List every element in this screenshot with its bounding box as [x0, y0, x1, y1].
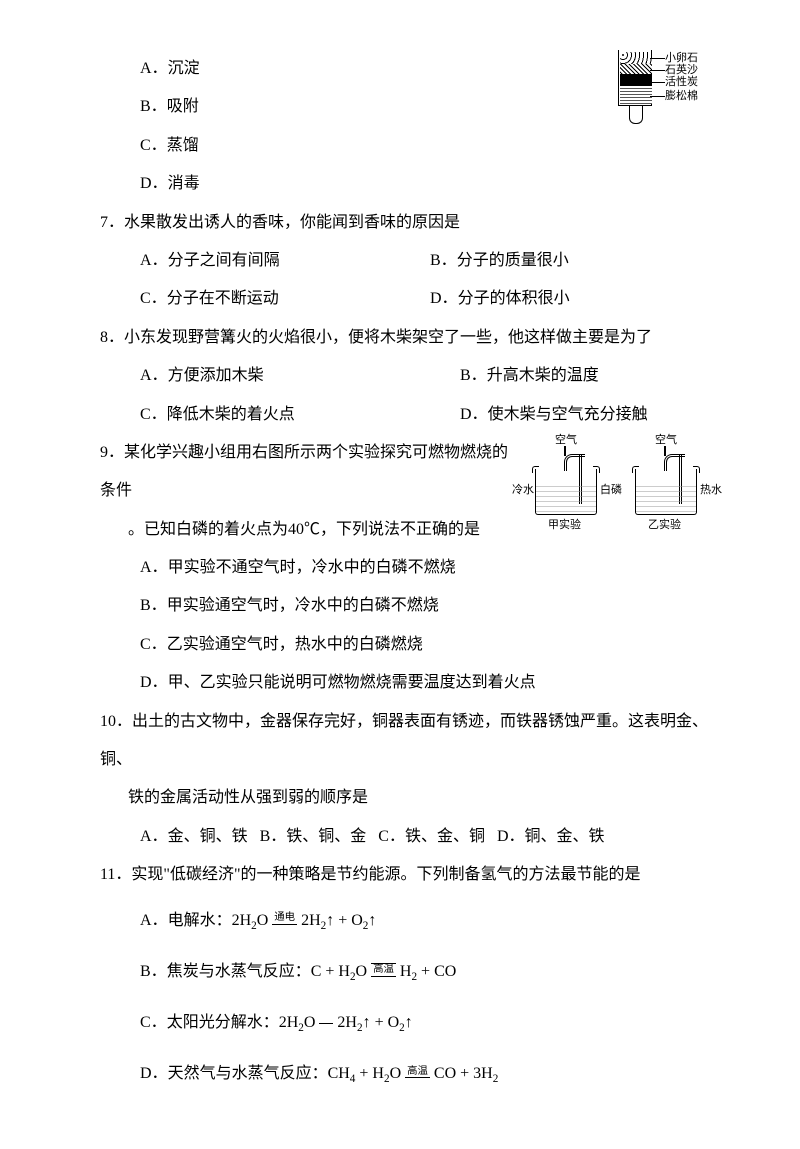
- option-text: 分子的质量很小: [457, 252, 569, 269]
- option-text: 甲实验不通空气时，冷水中的白磷不燃烧: [168, 559, 456, 576]
- q9-option-c: C．乙实验通空气时，热水中的白磷燃烧: [100, 626, 720, 664]
- option-text: 消毒: [168, 175, 200, 192]
- option-text: 天然气与水蒸气反应：CH: [168, 1065, 350, 1082]
- filter-diagram: 小卵石 石英沙 活性炭 膨松棉: [610, 50, 720, 130]
- q7-option-a: A．分子之间有间隔: [140, 242, 430, 280]
- q7-option-b: B．分子的质量很小: [430, 242, 720, 280]
- question-10: 10．出土的古文物中，金器保存完好，铜器表面有锈迹，而铁器锈蚀严重。这表明金、铜…: [100, 703, 720, 780]
- option-text: 方便添加木柴: [168, 367, 264, 384]
- option-text: 铁、铜、金: [286, 828, 366, 845]
- question-11: 11．实现"低碳经济"的一种策略是节约能源。下列制备氢气的方法最节能的是: [100, 856, 720, 894]
- q7-option-c: C．分子在不断运动: [140, 280, 430, 318]
- filter-neck: [629, 105, 643, 124]
- q11-option-c: C．太阳光分解水：2H2O 2H2↑ + O2↑: [100, 997, 720, 1048]
- q9-option-d: D．甲、乙实验只能说明可燃物燃烧需要温度达到着火点: [100, 664, 720, 702]
- question-number: 11．: [100, 866, 131, 883]
- q9-option-a: A．甲实验不通空气时，冷水中的白磷不燃烧: [100, 549, 720, 587]
- option-text: 铁、金、铜: [405, 828, 485, 845]
- filter-layer-cotton: [620, 86, 652, 104]
- question-text-line2: 铁的金属活动性从强到弱的顺序是: [100, 779, 720, 817]
- filter-layer-carbon: [620, 74, 652, 86]
- question-text: 实现"低碳经济"的一种策略是节约能源。下列制备氢气的方法最节能的是: [131, 866, 640, 883]
- q10-option-c: C．铁、金、铜: [378, 818, 485, 856]
- option-text: 升高木柴的温度: [487, 367, 599, 384]
- condition: 通电: [272, 913, 297, 924]
- q11-option-d: D．天然气与水蒸气反应：CH4 + H2O 高温 CO + 3H2: [100, 1048, 720, 1099]
- q8-option-b: B．升高木柴的温度: [400, 357, 720, 395]
- option-text: 甲实验通空气时，冷水中的白磷不燃烧: [167, 597, 439, 614]
- option-text: 分子之间有间隔: [168, 252, 280, 269]
- option-text: 金、铜、铁: [168, 828, 248, 845]
- question-text-line1: 某化学兴趣小组用右图所示两个实验探究可燃物燃烧的条件: [100, 444, 508, 499]
- condition-line: [319, 1023, 333, 1024]
- option-text: 电解水：2H: [168, 912, 252, 929]
- option-text: 蒸馏: [167, 137, 199, 154]
- label-line: [650, 70, 665, 71]
- option-text: 甲、乙实验只能说明可燃物燃烧需要温度达到着火点: [168, 674, 536, 691]
- q9-option-b: B．甲实验通空气时，冷水中的白磷不燃烧: [100, 587, 720, 625]
- question-9: 9．某化学兴趣小组用右图所示两个实验探究可燃物燃烧的条件: [100, 434, 720, 511]
- option-text: 降低木柴的着火点: [167, 406, 295, 423]
- q6-option-d: D．消毒: [100, 165, 720, 203]
- question-text-line1: 出土的古文物中，金器保存完好，铜器表面有锈迹，而铁器锈蚀严重。这表明金、铜、: [100, 713, 708, 768]
- filter-layer-quartz: [620, 64, 652, 74]
- question-number: 9．: [100, 444, 124, 461]
- q10-option-d: D．铜、金、铁: [497, 818, 605, 856]
- question-7: 7．水果散发出诱人的香味，你能闻到香味的原因是: [100, 204, 720, 242]
- q6-option-c: C．蒸馏: [100, 127, 720, 165]
- q10-option-a: A．金、铜、铁: [140, 818, 248, 856]
- condition: 高温: [405, 1067, 430, 1078]
- option-text: 分子在不断运动: [167, 290, 279, 307]
- option-text: 焦炭与水蒸气反应：C + H: [167, 963, 350, 980]
- exp-a-label: 甲实验: [548, 519, 581, 532]
- condition: 高温: [371, 963, 396, 977]
- option-text: 分子的体积很小: [458, 290, 570, 307]
- question-8: 8．小东发现野营篝火的火焰很小，便将木柴架空了一些，他这样做主要是为了: [100, 319, 720, 357]
- option-text: 太阳光分解水：2H: [167, 1014, 299, 1031]
- label-line: [650, 96, 665, 97]
- option-text: 乙实验通空气时，热水中的白磷燃烧: [167, 636, 423, 653]
- q11-option-b: B．焦炭与水蒸气反应：C + H2O 高温 H2 + CO: [100, 946, 720, 997]
- question-text: 水果散发出诱人的香味，你能闻到香味的原因是: [124, 214, 460, 231]
- option-text: 沉淀: [168, 60, 200, 77]
- option-text: 铜、金、铁: [525, 828, 605, 845]
- q8-option-a: A．方便添加木柴: [140, 357, 400, 395]
- option-text: 吸附: [167, 98, 199, 115]
- question-number: 8．: [100, 329, 124, 346]
- question-text: 小东发现野营篝火的火焰很小，便将木柴架空了一些，他这样做主要是为了: [124, 329, 652, 346]
- question-number: 10．: [100, 713, 132, 730]
- label-line: [650, 58, 665, 59]
- question-number: 7．: [100, 214, 124, 231]
- filter-label-3: 活性炭: [665, 76, 698, 89]
- q10-options: A．金、铜、铁 B．铁、铜、金 C．铁、金、铜 D．铜、金、铁: [100, 818, 720, 856]
- q8-option-c: C．降低木柴的着火点: [140, 396, 400, 434]
- q8-option-d: D．使木柴与空气充分接触: [400, 396, 720, 434]
- option-text: 使木柴与空气充分接触: [488, 406, 648, 423]
- q10-option-b: B．铁、铜、金: [260, 818, 367, 856]
- label-line: [650, 82, 665, 83]
- filter-label-4: 膨松棉: [665, 90, 698, 103]
- q11-option-a: A．电解水：2H2O 通电 2H2↑ + O2↑: [100, 895, 720, 946]
- q7-option-d: D．分子的体积很小: [430, 280, 720, 318]
- filter-layer-pebbles: [620, 52, 652, 64]
- exp-b-label: 乙实验: [648, 519, 681, 532]
